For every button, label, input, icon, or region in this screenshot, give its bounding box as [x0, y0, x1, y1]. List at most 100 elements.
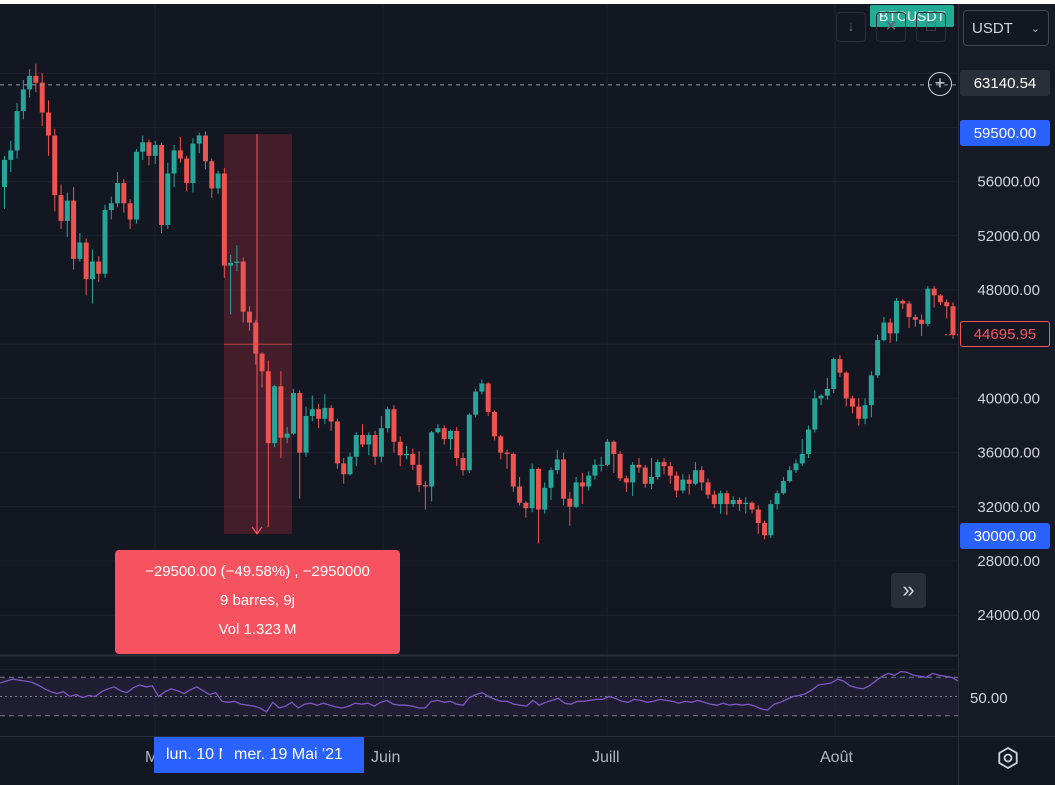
candle-body — [290, 392, 296, 434]
candle-body — [806, 429, 812, 454]
candle-body — [724, 493, 730, 505]
candle — [334, 418, 340, 469]
candle-body — [799, 453, 805, 464]
candle — [171, 145, 177, 188]
candle-body — [642, 467, 648, 484]
range-low-price-tag: 30000.00 — [960, 523, 1050, 549]
candle-body — [429, 432, 435, 487]
candle — [912, 314, 918, 327]
candle-body — [454, 430, 460, 459]
candle — [843, 371, 849, 407]
double-chevron-right-icon[interactable]: » — [891, 573, 926, 608]
candle — [360, 424, 366, 448]
candle-body — [919, 319, 925, 324]
candle — [39, 73, 45, 127]
candle — [787, 466, 793, 483]
candle-body — [71, 200, 77, 259]
candle — [598, 456, 604, 472]
candle-body — [422, 485, 428, 487]
measure-change: −29500.00 (−49.58%) , −2950000 — [145, 563, 370, 580]
top-edge — [0, 0, 1055, 4]
candle-body — [523, 502, 529, 509]
candle-body — [89, 261, 95, 280]
candle — [561, 452, 567, 506]
candle — [309, 395, 315, 422]
candle-body — [133, 151, 139, 220]
candle — [77, 233, 83, 262]
candle — [121, 178, 127, 213]
currency-selector[interactable]: USDT ⌄ — [963, 10, 1049, 46]
settings-icon[interactable] — [995, 745, 1021, 771]
candle — [529, 463, 535, 513]
candle-body — [121, 182, 127, 204]
candle — [548, 467, 554, 501]
candle-body — [868, 375, 874, 406]
candle — [284, 426, 290, 444]
candle-body — [366, 434, 372, 445]
close-icon[interactable]: ✕ — [876, 12, 906, 42]
candle-body — [611, 441, 617, 454]
candle — [655, 459, 661, 480]
rsi-line — [0, 670, 959, 713]
candle-body — [768, 504, 774, 536]
candle-body — [824, 388, 830, 396]
candle-body — [736, 500, 742, 505]
candle-body — [221, 173, 227, 266]
candle-body — [937, 295, 943, 303]
measure-tooltip: −29500.00 (−49.58%) , −2950000 9 barres,… — [115, 550, 400, 654]
candle-body — [385, 409, 391, 429]
candle-body — [749, 502, 755, 510]
candle — [159, 142, 165, 234]
candle-body — [171, 150, 177, 174]
candle — [435, 424, 441, 434]
arrow-down-icon[interactable]: ↓ — [836, 12, 866, 42]
maximize-icon[interactable]: □ — [916, 12, 946, 42]
candle-body — [278, 386, 284, 438]
candle-body — [950, 306, 956, 335]
candle-body — [20, 89, 26, 112]
candle — [535, 467, 541, 544]
candle-body — [648, 476, 654, 484]
candle-body — [831, 359, 837, 389]
candle — [718, 490, 724, 514]
candle — [177, 136, 183, 163]
candle — [184, 155, 190, 192]
time-axis[interactable]: M Juin Juill Août — [0, 737, 958, 785]
candle-body — [655, 462, 661, 477]
candle-body — [630, 464, 636, 483]
candle — [692, 462, 698, 486]
candle — [246, 306, 252, 331]
candle — [642, 464, 648, 488]
candle-body — [353, 434, 359, 457]
candle-body — [473, 391, 479, 415]
candle-body — [561, 459, 567, 499]
candle — [391, 405, 397, 453]
plus-circle-icon[interactable]: + — [928, 72, 952, 96]
candle — [510, 452, 516, 492]
rsi-pane — [0, 670, 959, 717]
candle — [385, 406, 391, 433]
candle-body — [328, 407, 334, 422]
candle — [849, 395, 855, 414]
candle-body — [334, 421, 340, 464]
time-label-juill: Juill — [592, 749, 620, 766]
candle-body — [498, 436, 504, 453]
candle — [422, 481, 428, 510]
candle-body — [743, 502, 749, 505]
candle-body — [127, 203, 133, 220]
candle-body — [592, 464, 598, 476]
candle — [674, 471, 680, 498]
candle-body — [542, 487, 548, 510]
rsi-level-label: 50.00 — [970, 690, 1008, 707]
candle — [812, 390, 818, 433]
candle — [554, 449, 560, 475]
candle — [680, 474, 686, 494]
candle-body — [152, 145, 158, 156]
candle-body — [548, 470, 554, 488]
candle — [102, 204, 108, 278]
candle — [937, 294, 943, 305]
candle-body — [372, 434, 378, 457]
candle — [605, 439, 611, 467]
price-tick-label: 48000.00 — [977, 282, 1040, 299]
